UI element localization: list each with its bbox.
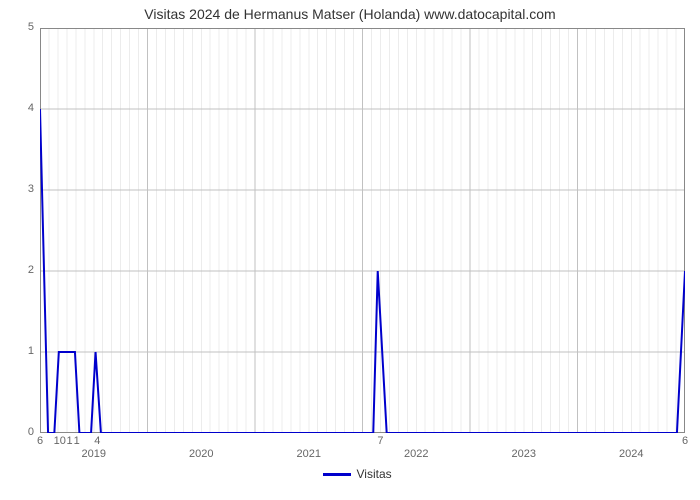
- legend: Visitas: [323, 467, 392, 481]
- y-tick-label: 4: [20, 103, 34, 114]
- y-tick-label: 5: [20, 22, 34, 33]
- x-tick-label: 2022: [404, 449, 428, 460]
- chart-svg: [40, 28, 685, 433]
- chart-title: Visitas 2024 de Hermanus Matser (Holanda…: [0, 6, 700, 22]
- y-tick-label: 2: [20, 265, 34, 276]
- data-point-label: 4: [94, 436, 100, 447]
- data-point-label: 6: [682, 436, 688, 447]
- data-point-label: 10: [54, 436, 66, 447]
- x-tick-label: 2019: [82, 449, 106, 460]
- data-point-label: 1: [67, 436, 73, 447]
- y-tick-label: 3: [20, 184, 34, 195]
- x-tick-label: 2020: [189, 449, 213, 460]
- y-tick-label: 0: [20, 427, 34, 438]
- legend-swatch: [323, 473, 351, 476]
- y-tick-label: 1: [20, 346, 34, 357]
- chart: Visitas 2024 de Hermanus Matser (Holanda…: [0, 0, 700, 500]
- x-tick-label: 2024: [619, 449, 643, 460]
- data-point-label: 1: [74, 436, 80, 447]
- data-point-label: 6: [37, 436, 43, 447]
- x-tick-label: 2023: [512, 449, 536, 460]
- legend-label: Visitas: [357, 467, 392, 481]
- x-tick-label: 2021: [297, 449, 321, 460]
- plot-area: [40, 28, 685, 433]
- data-point-label: 7: [377, 436, 383, 447]
